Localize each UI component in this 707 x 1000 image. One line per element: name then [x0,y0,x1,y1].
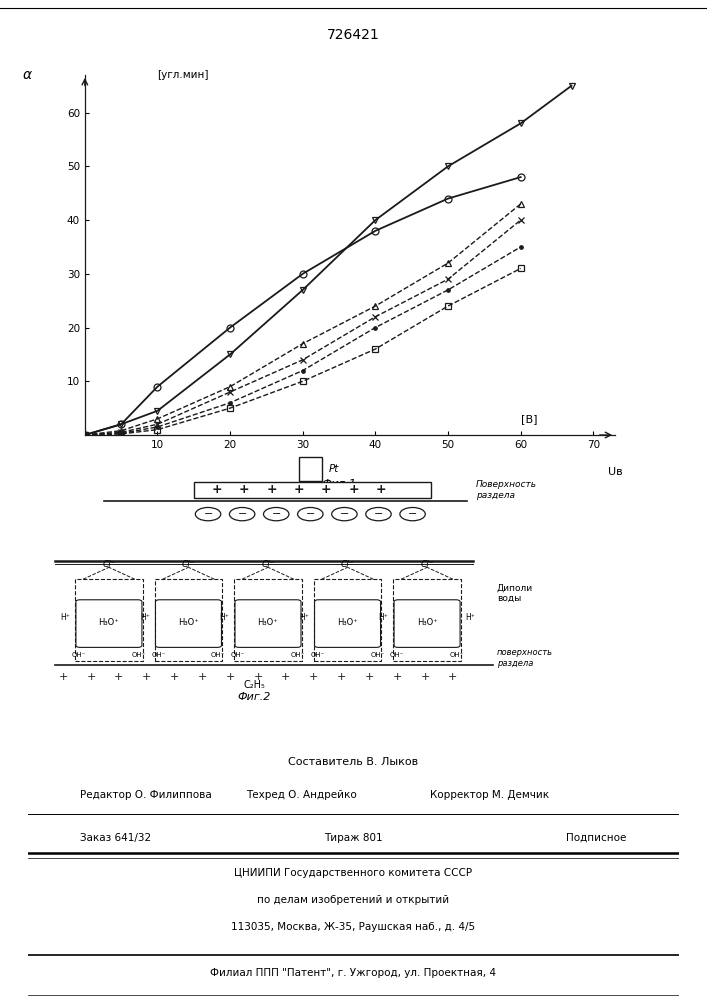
Text: Подписное: Подписное [566,833,626,843]
Text: +: + [198,672,207,682]
Text: Заказ 641/32: Заказ 641/32 [81,833,151,843]
Bar [299,457,322,481]
Circle shape [229,507,255,521]
Text: ЦНИИПИ Государственного комитета СССР: ЦНИИПИ Государственного комитета СССР [235,868,472,878]
Text: H₃O⁺: H₃O⁺ [337,618,358,627]
Text: 726421: 726421 [327,28,380,42]
Text: +: + [212,483,223,496]
Text: OH⁻: OH⁻ [390,652,404,658]
Text: OH⁻: OH⁻ [370,652,385,658]
Circle shape [366,507,391,521]
Text: Uв: Uв [608,467,622,477]
Text: +: + [337,672,346,682]
Text: +: + [253,672,263,682]
Text: Cl⁻: Cl⁻ [182,560,195,569]
Text: H⁺: H⁺ [60,613,70,622]
Text: Cl⁻: Cl⁻ [262,560,275,569]
Text: +: + [293,483,304,496]
Text: OH⁻: OH⁻ [450,652,464,658]
Text: H₃O⁺: H₃O⁺ [98,618,119,627]
Text: H⁺: H⁺ [219,613,229,622]
Text: Диполи
воды: Диполи воды [497,583,533,603]
Text: −: − [204,509,213,519]
Text: Составитель В. Лыков: Составитель В. Лыков [288,757,419,767]
Text: −: − [408,509,417,519]
Circle shape [298,507,323,521]
Text: OH⁻: OH⁻ [72,652,86,658]
Text: H₃O⁺: H₃O⁺ [178,618,199,627]
Text: −: − [340,509,349,519]
Text: OH⁻: OH⁻ [211,652,226,658]
Text: +: + [448,672,457,682]
Bar [194,482,431,497]
Text: +: + [170,672,180,682]
Circle shape [400,507,426,521]
Text: Тираж 801: Тираж 801 [325,833,382,843]
Text: +: + [281,672,291,682]
Bar [75,579,143,661]
Text: +: + [309,672,318,682]
Text: +: + [114,672,124,682]
Text: [В]: [В] [520,414,537,424]
Text: Редактор О. Филиппова: Редактор О. Филиппова [81,790,212,800]
Text: Филиал ППП "Патент", г. Ужгород, ул. Проектная, 4: Филиал ППП "Патент", г. Ужгород, ул. Про… [211,968,496,978]
Text: H₃O⁺: H₃O⁺ [257,618,279,627]
Text: +: + [321,483,332,496]
Text: +: + [59,672,68,682]
Text: OH⁻: OH⁻ [291,652,305,658]
Bar [155,579,222,661]
Text: Фиг.1: Фиг.1 [322,478,356,491]
Text: OH⁻: OH⁻ [132,652,146,658]
Circle shape [195,507,221,521]
Text: Фиг.2: Фиг.2 [238,692,271,702]
Text: −: − [305,509,315,519]
Text: Корректор М. Демчик: Корректор М. Демчик [430,790,549,800]
Text: 113035, Москва, Ж-35, Раушская наб., д. 4/5: 113035, Москва, Ж-35, Раушская наб., д. … [231,922,476,932]
Text: +: + [392,672,402,682]
Bar [393,579,461,661]
Text: H₃O⁺: H₃O⁺ [416,618,438,627]
Text: +: + [142,672,151,682]
Text: OH⁻: OH⁻ [151,652,166,658]
Text: +: + [421,672,430,682]
Text: по делам изобретений и открытий: по делам изобретений и открытий [257,895,450,905]
Text: α: α [22,68,31,82]
Text: +: + [226,672,235,682]
Text: Cl⁻: Cl⁻ [341,560,354,569]
Text: +: + [365,672,374,682]
Text: Pt: Pt [329,464,339,474]
Text: [угл.мин]: [угл.мин] [158,70,209,80]
Text: H⁺: H⁺ [378,613,388,622]
Text: Cl⁻: Cl⁻ [103,560,116,569]
Text: +: + [375,483,386,496]
Bar [314,579,381,661]
Text: +: + [86,672,95,682]
Text: OH⁻: OH⁻ [231,652,245,658]
Text: поверхность
раздела: поверхность раздела [497,648,553,668]
Text: Cl⁻: Cl⁻ [421,560,434,569]
Text: C₂H₅: C₂H₅ [243,680,265,690]
Text: −: − [238,509,247,519]
Text: H⁺: H⁺ [465,613,474,622]
Bar [234,579,302,661]
Text: −: − [271,509,281,519]
Text: +: + [348,483,359,496]
Circle shape [332,507,357,521]
Text: +: + [267,483,277,496]
Text: H⁺: H⁺ [299,613,309,622]
Text: Техред О. Андрейко: Техред О. Андрейко [246,790,357,800]
Text: OH⁻: OH⁻ [310,652,325,658]
Text: H⁺: H⁺ [140,613,150,622]
Text: Поверхность
раздела: Поверхность раздела [477,480,537,500]
Text: −: − [374,509,383,519]
Text: +: + [239,483,250,496]
Circle shape [264,507,289,521]
